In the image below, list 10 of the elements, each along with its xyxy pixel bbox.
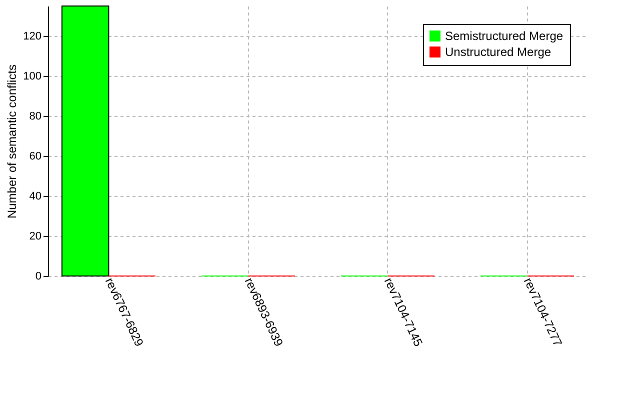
y-tick-label: 60 [29,150,42,162]
y-tick-label: 100 [23,70,42,82]
legend-label: Unstructured Merge [445,45,552,59]
y-tick-label: 0 [35,270,42,282]
legend-label: Semistructured Merge [445,29,564,43]
y-tick-label: 120 [23,30,42,42]
y-axis-title: Number of semantic conflicts [5,64,20,219]
y-tick-label: 20 [29,230,42,242]
y-tick-label: 80 [29,110,42,122]
y-tick-label: 40 [29,190,42,202]
